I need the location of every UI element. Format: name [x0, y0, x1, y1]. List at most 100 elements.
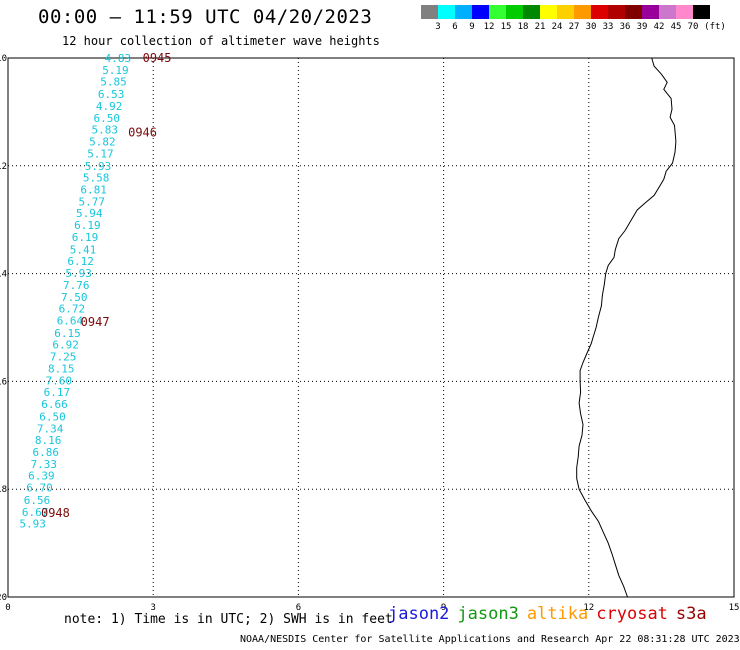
credit-line: NOAA/NESDIS Center for Satellite Applica…: [240, 634, 740, 645]
swh-value: 5.83: [92, 124, 119, 137]
map-grid: [7, 57, 735, 598]
time-label: 0946: [128, 125, 157, 139]
y-tick-label: -16: [0, 377, 7, 387]
footer-note: note: 1) Time is in UTC; 2) SWH is in fe…: [64, 612, 393, 627]
legend-swatch: [438, 5, 455, 19]
swh-value: 7.34: [37, 422, 64, 435]
swh-value: 6.72: [59, 303, 86, 316]
legend-swatch: [421, 5, 438, 19]
legend-swatch: [540, 5, 557, 19]
legend-label: 6: [452, 22, 458, 32]
swh-value: 7.76: [63, 279, 90, 292]
chart-subtitle: 12 hour collection of altimeter wave hei…: [62, 34, 380, 48]
legend-label: 24: [551, 22, 563, 32]
legend-swatch: [659, 5, 676, 19]
swh-value: 5.93: [65, 267, 92, 280]
swh-value: 6.81: [80, 184, 107, 197]
swh-value: 6.86: [33, 446, 60, 459]
swh-value: 6.70: [26, 482, 53, 495]
swh-value: 4.92: [96, 100, 123, 113]
swh-value: 5.93: [85, 160, 112, 173]
chart-title: 00:00 – 11:59 UTC 04/20/2023: [38, 6, 373, 28]
satellite-jason2: jason2: [388, 604, 450, 624]
satellite-cryosat: cryosat: [596, 604, 668, 624]
legend-swatch: [591, 5, 608, 19]
swh-value: 5.94: [76, 207, 103, 220]
y-tick-label: -12: [0, 162, 7, 172]
legend-swatch: [642, 5, 659, 19]
legend-swatch: [506, 5, 523, 19]
swh-value: 8.16: [35, 434, 62, 447]
legend-unit: (ft): [704, 22, 726, 32]
swh-value: 6.67: [22, 506, 49, 519]
satellite-altika: altika: [526, 604, 589, 624]
y-tick-label: -20: [0, 593, 7, 603]
coastline: [576, 57, 677, 598]
swh-value: 6.19: [72, 231, 99, 244]
legend-swatch: [523, 5, 540, 19]
y-tick-label: -10: [0, 54, 7, 64]
y-tick-label: -18: [0, 485, 7, 495]
satellite-jason3: jason3: [457, 604, 519, 624]
legend-swatch: [557, 5, 574, 19]
legend-swatch: [574, 5, 591, 19]
swh-value: 5.82: [89, 136, 116, 149]
x-tick-label: 15: [729, 603, 740, 613]
legend-swatch: [472, 5, 489, 19]
x-tick-label: 0: [5, 603, 10, 613]
x-tick-label: 9: [441, 603, 446, 613]
time-label: 0948: [41, 506, 70, 520]
legend-label: 21: [534, 22, 546, 32]
swh-value: 4.83: [105, 52, 132, 65]
swh-value: 5.77: [78, 195, 105, 208]
axis-ticks: 0 3 6 9 12 15 -10 -12 -14 -16 -18 -20: [0, 54, 739, 613]
satellite-legend: jason2 jason3 altika cryosat s3a: [388, 604, 715, 624]
swh-value: 6.50: [93, 112, 120, 125]
swh-value: 6.17: [44, 386, 71, 399]
satellite-s3a: s3a: [675, 604, 707, 624]
time-label: 0945: [143, 51, 172, 65]
legend-label: 27: [568, 22, 580, 32]
swh-value: 5.58: [83, 172, 110, 185]
swh-value: 6.39: [28, 470, 55, 483]
swh-value: 6.64: [57, 314, 84, 327]
legend-label: 33: [602, 22, 614, 32]
swh-value: 6.66: [41, 398, 68, 411]
legend-label: 70: [687, 22, 699, 32]
swh-value: 7.33: [31, 458, 58, 471]
time-label: 0947: [81, 315, 110, 329]
swh-value: 6.15: [54, 327, 81, 340]
swh-value: 6.19: [74, 219, 101, 232]
legend-label: 39: [636, 22, 648, 32]
swh-value: 8.15: [48, 362, 75, 375]
y-tick-label: -14: [0, 270, 7, 280]
legend-swatch: [625, 5, 642, 19]
swh-value: 5.41: [70, 243, 97, 256]
legend-swatch: [489, 5, 506, 19]
map-frame: [7, 57, 735, 598]
legend-label: 12: [483, 22, 495, 32]
legend-label: 15: [500, 22, 512, 32]
legend-labels: 3 6 9 12 15 18 21 24 27 30 33 36 39 42 45 70 (ft): [421, 22, 740, 36]
x-tick-label: 3: [150, 603, 155, 613]
swh-value: 6.53: [98, 88, 125, 101]
legend-swatches: [421, 5, 710, 19]
legend-swatch: [693, 5, 710, 19]
legend-label: 9: [469, 22, 475, 32]
legend-swatch: [455, 5, 472, 19]
swh-value: 6.50: [39, 410, 66, 423]
swh-value: 5.19: [102, 64, 129, 77]
swh-value: 5.17: [87, 147, 114, 160]
legend-label: 42: [653, 22, 665, 32]
legend-label: 3: [435, 22, 441, 32]
legend-swatch: [676, 5, 693, 19]
legend-label: 30: [585, 22, 597, 32]
swh-value: 6.92: [52, 339, 79, 352]
swh-value: 5.93: [19, 518, 46, 531]
swh-value: 6.12: [67, 255, 94, 268]
x-tick-label: 12: [583, 603, 594, 613]
x-tick-label: 6: [296, 603, 301, 613]
swh-value: 7.60: [46, 374, 73, 387]
swh-value: 5.85: [100, 76, 127, 89]
